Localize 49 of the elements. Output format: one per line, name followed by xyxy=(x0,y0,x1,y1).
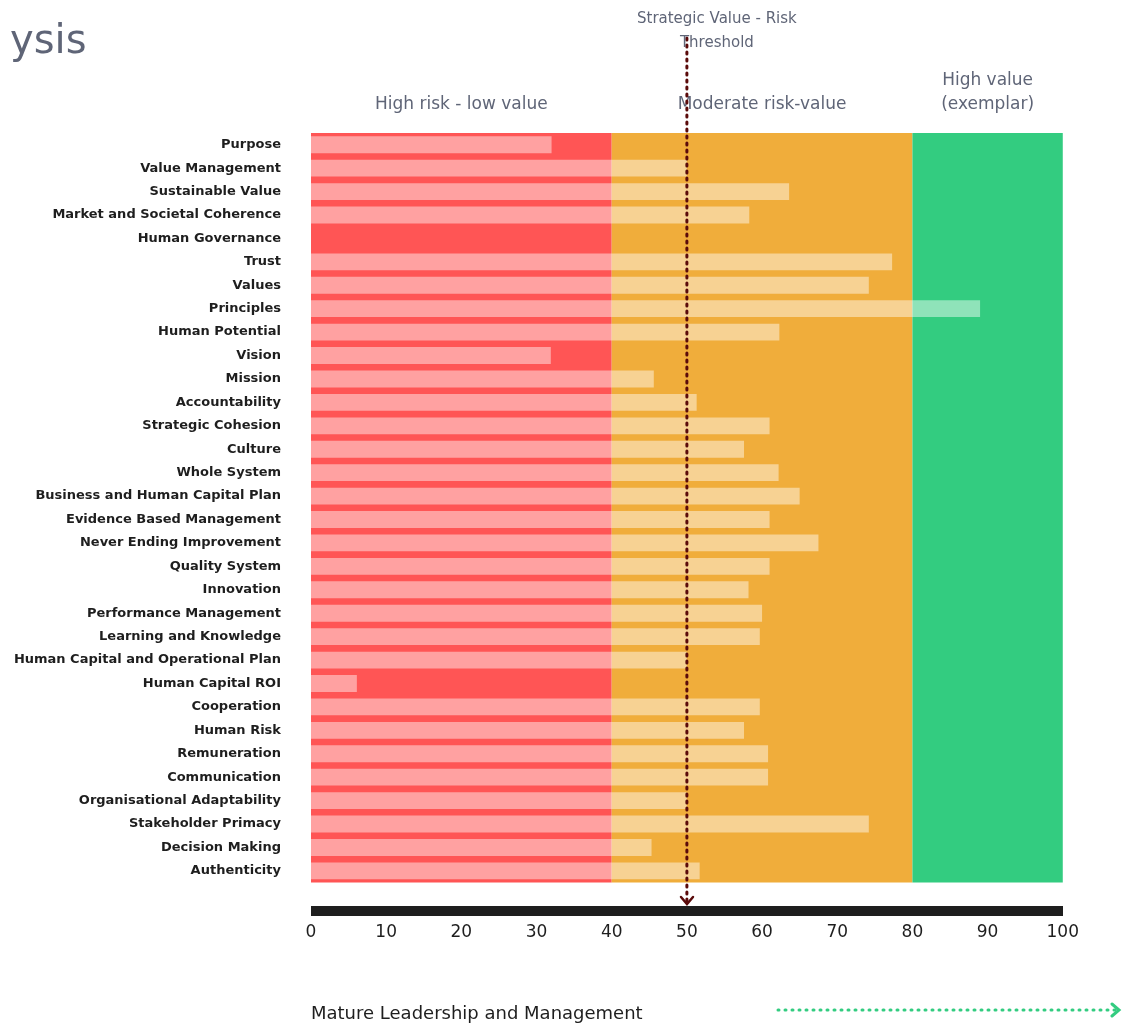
y-tick-label: Vision xyxy=(236,346,281,362)
y-tick-label: Communication xyxy=(167,768,281,784)
y-tick-label: Market and Societal Coherence xyxy=(52,206,282,222)
x-tick-label: 90 xyxy=(976,921,999,942)
y-tick-label: Organisational Adaptability xyxy=(78,791,282,807)
y-tick-label: Decision Making xyxy=(160,838,281,854)
y-tick-label: Trust xyxy=(243,253,281,269)
x-tick-label: 40 xyxy=(600,921,623,942)
y-tick-label: Remuneration xyxy=(177,745,281,761)
y-tick-label: Accountability xyxy=(175,393,282,409)
y-tick-label: Quality System xyxy=(169,557,281,573)
y-tick-label: Strategic Cohesion xyxy=(142,417,281,433)
y-tick-label: Cooperation xyxy=(191,698,281,714)
x-tick-label: 10 xyxy=(375,921,397,942)
x-tick-label: 0 xyxy=(305,921,317,942)
y-tick-label: Learning and Knowledge xyxy=(99,628,282,644)
x-tick-label: 80 xyxy=(901,921,924,942)
x-tick-label: 100 xyxy=(1046,921,1079,942)
y-tick-label: Never Ending Improvement xyxy=(79,534,281,550)
band-label: High value (exemplar) xyxy=(941,69,1035,113)
y-tick-label: Human Capital and Operational Plan xyxy=(13,651,281,667)
y-tick-label: Innovation xyxy=(202,581,281,597)
y-tick-label: Authenticity xyxy=(190,862,282,878)
y-tick-label: Human Capital ROI xyxy=(142,674,281,690)
chart-title: ysis xyxy=(10,16,87,62)
y-tick-label: Values xyxy=(232,276,282,292)
x-tick-label: 70 xyxy=(826,921,849,942)
y-tick-label: Culture xyxy=(227,440,282,456)
x-axis-title: Mature Leadership and Management xyxy=(311,1002,643,1023)
x-tick-label: 20 xyxy=(450,921,473,942)
y-tick-label: Stakeholder Primacy xyxy=(128,815,282,831)
y-tick-label: Evidence Based Management xyxy=(66,510,281,526)
x-tick-label: 60 xyxy=(751,921,773,942)
y-tick-label: Sustainable Value xyxy=(149,182,282,198)
y-tick-label: Mission xyxy=(225,370,281,386)
ref-line-label: Strategic Value - Risk Threshold xyxy=(636,9,798,51)
y-tick-label: Business and Human Capital Plan xyxy=(35,487,281,503)
y-tick-label: Purpose xyxy=(221,136,282,152)
y-tick-label: Whole System xyxy=(176,464,281,480)
y-tick-label: Human Governance xyxy=(137,229,282,245)
y-tick-label: Performance Management xyxy=(86,604,281,620)
y-tick-label: Principles xyxy=(208,300,282,316)
band-label: Moderate risk-value xyxy=(677,93,847,113)
y-tick-label: Value Management xyxy=(140,159,281,175)
x-tick-label: 50 xyxy=(676,921,698,942)
x-tick-label: 30 xyxy=(525,921,548,942)
y-tick-label: Human Potential xyxy=(158,323,281,339)
y-tick-label: Human Risk xyxy=(193,721,282,737)
band-label: High risk - low value xyxy=(375,93,548,113)
